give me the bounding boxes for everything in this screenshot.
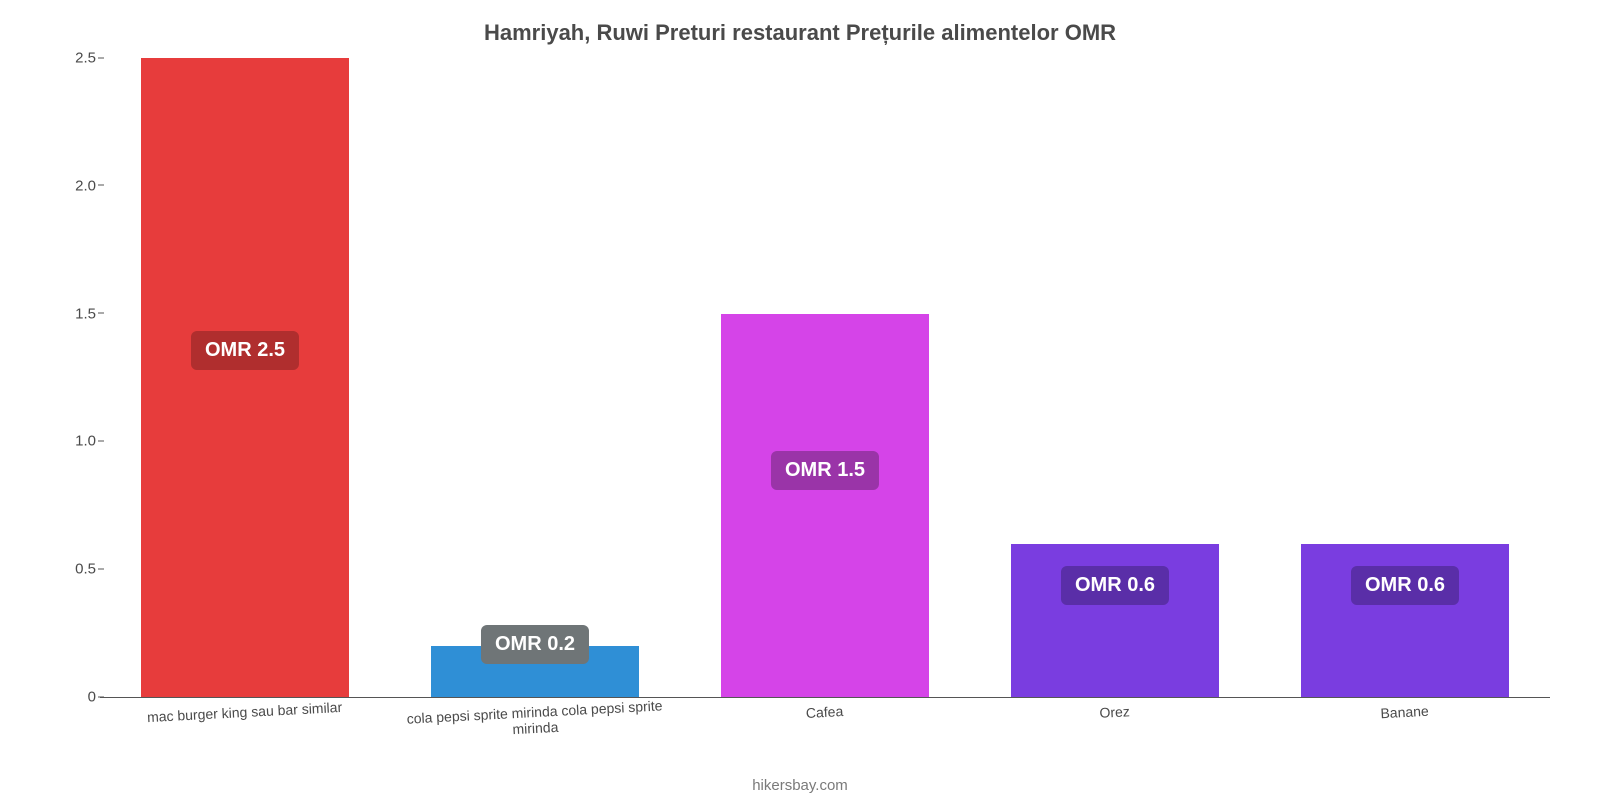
chart-title: Hamriyah, Ruwi Preturi restaurant Prețur… <box>30 20 1570 46</box>
y-tick-label: 2.0 <box>75 177 96 194</box>
x-label: Orez <box>969 696 1260 743</box>
bar-slot: OMR 1.5 <box>680 58 970 697</box>
plot-area: 00.51.01.52.02.5 OMR 2.5OMR 0.2OMR 1.5OM… <box>100 58 1550 698</box>
x-label: Cafea <box>679 696 970 743</box>
x-label: mac burger king sau bar similar <box>99 696 390 743</box>
bar-slot: OMR 0.2 <box>390 58 680 697</box>
y-tick: 2.0 <box>46 177 96 194</box>
y-tick-label: 0.5 <box>75 561 96 578</box>
y-tick: 2.5 <box>46 50 96 67</box>
x-label: Banane <box>1259 696 1550 743</box>
y-axis: 00.51.01.52.02.5 <box>46 58 96 697</box>
bar-value-label: OMR 2.5 <box>191 331 299 370</box>
y-tick-label: 1.5 <box>75 305 96 322</box>
price-bar-chart: Hamriyah, Ruwi Preturi restaurant Prețur… <box>0 0 1600 800</box>
x-axis: mac burger king sau bar similarcola peps… <box>100 704 1550 736</box>
y-tick: 0.5 <box>46 561 96 578</box>
bar-slot: OMR 0.6 <box>1260 58 1550 697</box>
bar <box>141 58 350 697</box>
bar-slot: OMR 2.5 <box>100 58 390 697</box>
y-tick-label: 1.0 <box>75 433 96 450</box>
bar-value-label: OMR 0.6 <box>1351 566 1459 605</box>
bar <box>721 314 930 697</box>
y-tick-label: 2.5 <box>75 50 96 67</box>
bar-slot: OMR 0.6 <box>970 58 1260 697</box>
attribution: hikersbay.com <box>0 777 1600 794</box>
y-tick: 1.0 <box>46 433 96 450</box>
y-tick: 0 <box>46 689 96 706</box>
bar-value-label: OMR 0.2 <box>481 625 589 664</box>
x-label: cola pepsi sprite mirinda cola pepsi spr… <box>389 696 680 743</box>
bars-container: OMR 2.5 OMR 0.2 OMR 1.5 OMR 0.6 OMR 0.6 <box>100 58 1550 697</box>
bar-value-label: OMR 1.5 <box>771 451 879 490</box>
y-tick-label: 0 <box>88 689 96 706</box>
y-tick: 1.5 <box>46 305 96 322</box>
bar-value-label: OMR 0.6 <box>1061 566 1169 605</box>
